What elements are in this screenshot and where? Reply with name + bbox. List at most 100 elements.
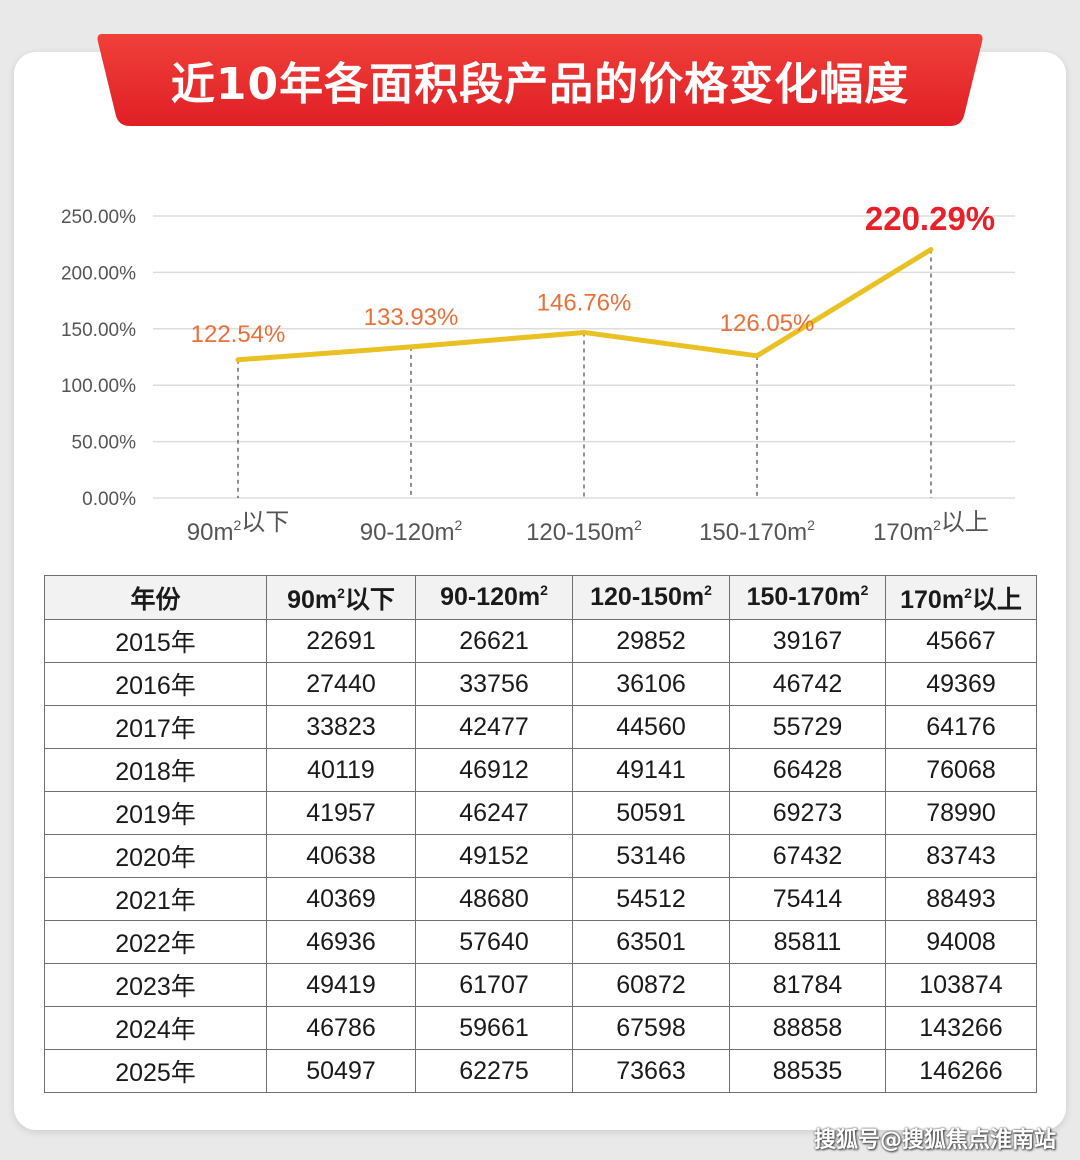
table-cell: 40638: [266, 834, 416, 878]
table-cell: 73663: [572, 1049, 730, 1093]
table-cell: 60872: [572, 963, 730, 1007]
table-header-cell: 90-120m2: [415, 575, 573, 620]
x-tick-label: 170m2以上: [873, 509, 989, 546]
y-tick-label: 100.00%: [61, 376, 136, 397]
y-tick-label: 50.00%: [72, 433, 137, 454]
table-cell: 78990: [885, 791, 1037, 835]
table-header-cell: 170m2以上: [885, 575, 1037, 620]
table-cell: 50591: [572, 791, 730, 835]
y-tick-label: 0.00%: [82, 489, 136, 510]
table-cell: 64176: [885, 705, 1037, 749]
table-cell: 49419: [266, 963, 416, 1007]
table-row: 2021年 40369 48680 54512 75414 88493: [44, 877, 1037, 921]
table-cell: 88535: [729, 1049, 886, 1093]
table-row: 2022年 46936 57640 63501 85811 94008: [44, 920, 1037, 964]
title-banner-shape: [97, 34, 983, 126]
table-cell: 81784: [729, 963, 886, 1007]
data-label: 146.76%: [537, 289, 632, 316]
table-cell: 66428: [729, 748, 886, 792]
title-banner: 近10年各面积段产品的价格变化幅度: [92, 32, 988, 128]
y-tick-label: 200.00%: [61, 263, 136, 284]
grid-lines: [153, 215, 1015, 499]
line-chart: 0.00%50.00%100.00%150.00%200.00%250.00% …: [61, 200, 1015, 546]
table-cell: 61707: [415, 963, 573, 1007]
table-cell: 49152: [415, 834, 573, 878]
table-cell: 41957: [266, 791, 416, 835]
table-cell: 143266: [885, 1006, 1037, 1050]
x-tick-label: 90-120m2: [360, 517, 463, 546]
data-label: 126.05%: [720, 310, 815, 337]
x-tick-label: 150-170m2: [699, 517, 815, 546]
table-cell: 2024年: [44, 1006, 267, 1050]
drop-lines: [237, 249, 932, 498]
table-row: 2025年 50497 62275 73663 88535 146266: [44, 1049, 1037, 1093]
table-row: 2023年 49419 61707 60872 81784 103874: [44, 963, 1037, 1007]
table-cell: 46786: [266, 1006, 416, 1050]
table-row: 2018年 40119 46912 49141 66428 76068: [44, 748, 1037, 792]
table-cell: 33756: [415, 662, 573, 706]
y-tick-label: 250.00%: [61, 207, 136, 228]
table-cell: 2015年: [44, 619, 267, 663]
data-label: 122.54%: [191, 321, 286, 348]
x-axis-ticks: 90m2以下 90-120m2 120-150m2 150-170m2 170m2以上: [187, 509, 989, 546]
table-cell: 88493: [885, 877, 1037, 921]
y-tick-label: 150.00%: [61, 320, 136, 341]
table-cell: 46936: [266, 920, 416, 964]
table-body: 2015年 22691 26621 29852 39167 45667 2016年 27440…: [44, 619, 1037, 1093]
table-cell: 22691: [266, 619, 416, 663]
table-row: 2017年 33823 42477 44560 55729 64176: [44, 705, 1037, 749]
table-cell: 62275: [415, 1049, 573, 1093]
table-cell: 146266: [885, 1049, 1037, 1093]
table-row: 2015年 22691 26621 29852 39167 45667: [44, 619, 1037, 663]
table-row: 2024年 46786 59661 67598 88858 143266: [44, 1006, 1037, 1050]
table-cell: 45667: [885, 619, 1037, 663]
value-labels: 122.54% 133.93% 146.76% 126.05% 220.29%: [191, 200, 996, 348]
table-cell: 49369: [885, 662, 1037, 706]
series-line: [235, 247, 934, 363]
table-cell: 55729: [729, 705, 886, 749]
table-cell: 83743: [885, 834, 1037, 878]
table-cell: 2023年: [44, 963, 267, 1007]
x-tick-label: 120-150m2: [526, 517, 642, 546]
y-axis-ticks: 0.00% 50.00% 100.00% 150.00% 200.00% 250.00%: [61, 207, 136, 510]
series-line-group: [235, 247, 934, 363]
table-cell: 46742: [729, 662, 886, 706]
table-cell: 2022年: [44, 920, 267, 964]
table-header-cell: 年份: [44, 575, 267, 620]
table-cell: 2017年: [44, 705, 267, 749]
table-cell: 49141: [572, 748, 730, 792]
table-cell: 2016年: [44, 662, 267, 706]
table-cell: 2020年: [44, 834, 267, 878]
table-cell: 63501: [572, 920, 730, 964]
table-cell: 46912: [415, 748, 573, 792]
table-row: 2020年 40638 49152 53146 67432 83743: [44, 834, 1037, 878]
watermark: 搜狐号@搜狐焦点淮南站: [813, 1128, 1056, 1153]
table-cell: 76068: [885, 748, 1037, 792]
table-cell: 53146: [572, 834, 730, 878]
table-header-cell: 150-170m2: [729, 575, 886, 620]
table-cell: 40119: [266, 748, 416, 792]
table-cell: 33823: [266, 705, 416, 749]
table-cell: 39167: [729, 619, 886, 663]
table-header-cell: 90m2以下: [266, 575, 416, 620]
table-cell: 57640: [415, 920, 573, 964]
table-cell: 2025年: [44, 1049, 267, 1093]
table-cell: 67432: [729, 834, 886, 878]
table-cell: 69273: [729, 791, 886, 835]
price-table: 年份 90m2以下 90-120m2 120-150m2 150-170m2 170m2以…: [44, 575, 1037, 1093]
table-header-cell: 120-150m2: [572, 575, 730, 620]
data-label: 220.29%: [865, 200, 995, 237]
table-cell: 75414: [729, 877, 886, 921]
table-cell: 26621: [415, 619, 573, 663]
table-cell: 42477: [415, 705, 573, 749]
table-cell: 50497: [266, 1049, 416, 1093]
x-tick-label: 90m2以下: [187, 509, 289, 546]
page-title: 近10年各面积段产品的价格变化幅度: [170, 59, 910, 110]
table-cell: 46247: [415, 791, 573, 835]
table-cell: 85811: [729, 920, 886, 964]
table-cell: 103874: [885, 963, 1037, 1007]
table-row: 2019年 41957 46247 50591 69273 78990: [44, 791, 1037, 835]
table-cell: 94008: [885, 920, 1037, 964]
table-cell: 48680: [415, 877, 573, 921]
table-cell: 88858: [729, 1006, 886, 1050]
